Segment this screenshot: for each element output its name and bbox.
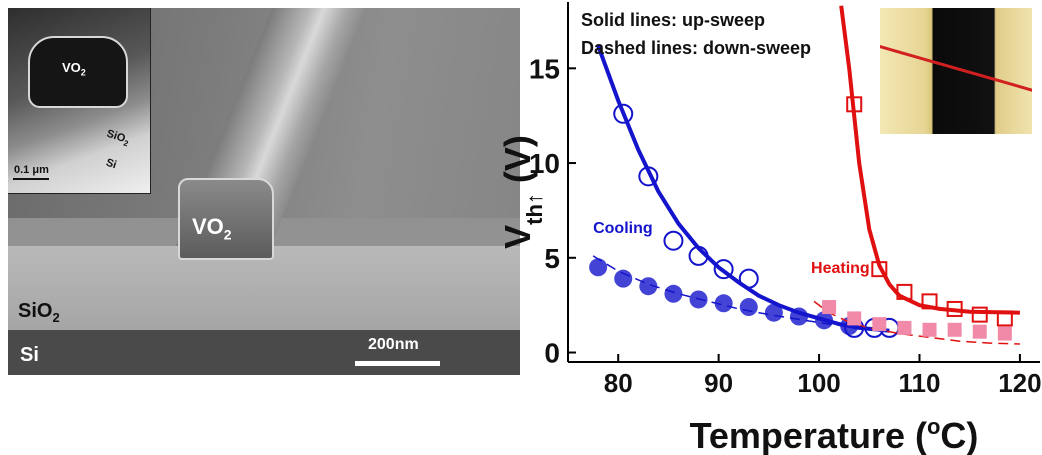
y-tick-label: 10 — [529, 148, 560, 179]
dashed-lines-note: Dashed lines: down-sweep — [581, 38, 812, 58]
heating-up-point — [871, 261, 888, 278]
heating-down-point — [872, 317, 887, 332]
heating-up-point — [846, 96, 863, 113]
heating-down-point — [847, 311, 862, 326]
threshold-voltage-chart: 80 90 100 110 120 0 5 10 15 Temperature (oC) Vth↑ … — [500, 0, 1042, 455]
cooling-down-point — [714, 294, 733, 313]
inset-scale-bar — [13, 178, 49, 180]
x-tick-label: 110 — [899, 368, 941, 398]
sio2-label: SiO2 — [18, 300, 60, 325]
scale-bar — [355, 361, 440, 366]
y-axis-title: Vth↑ (V) — [500, 135, 547, 249]
scale-bar-label: 200nm — [368, 336, 419, 353]
nanobeam-red-line — [880, 43, 1032, 96]
y-tick-label: 15 — [529, 53, 560, 84]
heating-up-point — [921, 293, 938, 310]
cooling-down-point — [764, 303, 783, 322]
heating-down-point — [822, 300, 837, 315]
chart-svg: 80 90 100 110 120 0 5 10 15 Temperature (oC) Vth↑ … — [500, 2, 1042, 455]
si-label: Si — [20, 344, 39, 366]
cooling-label: Cooling — [593, 220, 653, 237]
inset-sio2-label: SiO2 — [105, 127, 130, 149]
x-tick-label: 80 — [604, 368, 633, 398]
heating-down-point — [947, 322, 962, 337]
inset-scale-label: 0.1 μm — [14, 164, 49, 176]
vo2-nanobeam-cross-section — [178, 178, 274, 260]
heating-down-point — [922, 322, 937, 337]
cooling-up-point — [663, 230, 684, 251]
x-axis-title: Temperature (oC) — [690, 414, 979, 455]
tem-inset: VO2 SiO2 Si 0.1 μm — [8, 8, 151, 194]
y-tick-label: 0 — [544, 338, 560, 369]
cooling-up-point — [713, 259, 734, 280]
cooling-up-point — [688, 245, 709, 266]
x-tick-label: 120 — [998, 368, 1041, 398]
heating-up-point — [896, 283, 913, 300]
cooling-up-point — [638, 166, 659, 187]
si-layer — [8, 330, 520, 375]
heating-up-fit-line — [839, 5, 1020, 315]
substrate-surface — [8, 246, 520, 336]
vo2-label: VO2 — [192, 214, 232, 243]
cooling-down-point — [614, 269, 633, 288]
x-tick-label: 90 — [704, 368, 733, 398]
cooling-down-point — [639, 277, 658, 296]
cooling-up-fit-line — [596, 44, 890, 333]
x-tick-label: 100 — [797, 368, 840, 398]
heating-down-point — [972, 324, 987, 339]
inset-vo2-block — [28, 36, 128, 108]
inset-si-label: Si — [104, 156, 119, 172]
cooling-down-point — [664, 284, 683, 303]
sem-micrograph: VO2 SiO2 Si 200nm VO2 SiO2 Si 0.1 μm — [8, 8, 520, 375]
heating-up-point — [946, 300, 963, 317]
heating-down-point — [897, 320, 912, 335]
cooling-down-point — [689, 290, 708, 309]
heating-up-point — [996, 310, 1013, 327]
heating-down-point — [997, 326, 1012, 341]
device-photo-inset — [880, 8, 1032, 134]
inset-vo2-label: VO2 — [62, 60, 86, 78]
heating-label: Heating — [811, 260, 870, 277]
cooling-down-point — [739, 298, 758, 317]
cooling-up-point — [613, 103, 634, 124]
cooling-up-point — [738, 268, 759, 289]
solid-lines-note: Solid lines: up-sweep — [581, 10, 766, 30]
y-tick-label: 5 — [544, 243, 560, 274]
heating-up-point — [971, 306, 988, 323]
cooling-down-point — [589, 258, 608, 277]
